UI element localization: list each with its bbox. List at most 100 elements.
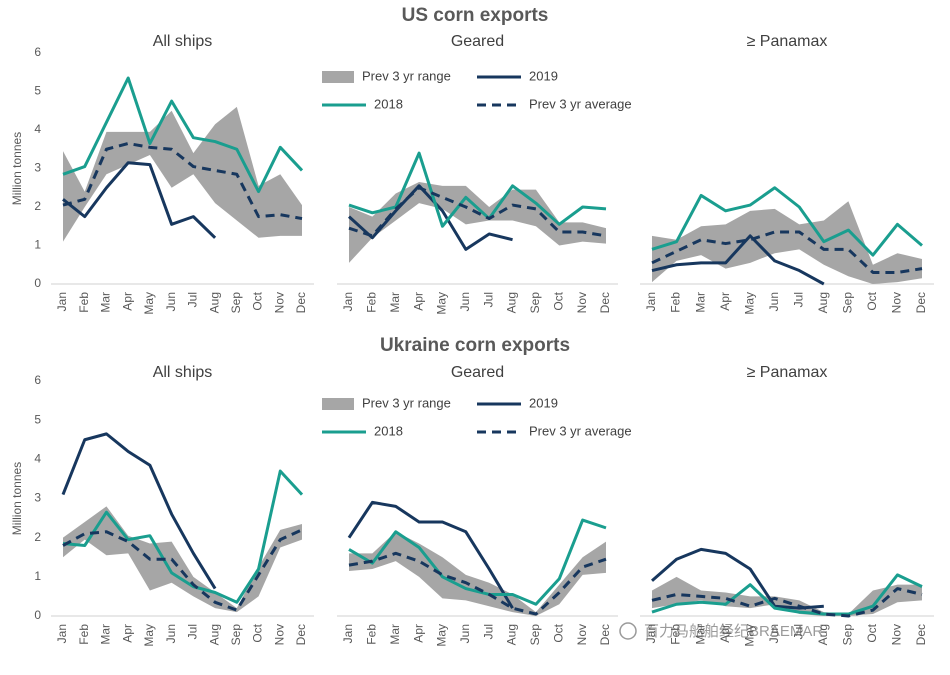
legend-label: Prev 3 yr average bbox=[529, 423, 632, 438]
y-tick-label: 4 bbox=[34, 452, 41, 466]
y-tick-label: 5 bbox=[34, 412, 41, 426]
x-tick-label: Apr bbox=[718, 624, 732, 643]
x-tick-label: Feb bbox=[365, 624, 379, 645]
average-line bbox=[651, 230, 923, 274]
x-tick-label: Jul bbox=[186, 624, 200, 639]
x-tick-label: Sep bbox=[229, 624, 243, 646]
average-line bbox=[651, 587, 923, 618]
x-tick-label: Dec bbox=[294, 292, 308, 313]
x-tick-label: Aug bbox=[816, 624, 830, 645]
x-tick-label: Jul bbox=[791, 624, 805, 639]
series-line bbox=[651, 234, 825, 286]
range-band bbox=[349, 181, 606, 263]
x-tick-label: Jan bbox=[341, 292, 355, 311]
x-tick-label: Nov bbox=[890, 624, 904, 645]
x-tick-label: Nov bbox=[272, 624, 286, 645]
x-tick-label: Oct bbox=[551, 291, 565, 310]
x-tick-label: Jun bbox=[164, 624, 178, 643]
x-tick-label: Feb bbox=[365, 292, 379, 313]
x-tick-label: Mar bbox=[388, 292, 402, 313]
legend-label: 2019 bbox=[529, 395, 558, 410]
range-band bbox=[349, 531, 606, 616]
x-tick-label: Jul bbox=[481, 292, 495, 307]
x-tick-label: Aug bbox=[505, 624, 519, 645]
x-tick-label: May bbox=[742, 292, 756, 315]
y-tick-label: 1 bbox=[34, 238, 41, 252]
x-tick-label: Nov bbox=[575, 624, 589, 645]
panel-title: ≥ Panamax bbox=[747, 364, 828, 381]
series-line bbox=[62, 161, 217, 239]
y-tick-label: 5 bbox=[34, 84, 41, 98]
x-tick-label: Aug bbox=[505, 292, 519, 313]
x-tick-label: Sep bbox=[229, 292, 243, 314]
x-tick-label: Dec bbox=[598, 292, 612, 313]
panel-title: Geared bbox=[451, 364, 504, 381]
series-line bbox=[347, 184, 513, 251]
x-tick-label: Aug bbox=[207, 292, 221, 313]
x-tick-label: Jan bbox=[644, 292, 658, 311]
x-tick-label: Feb bbox=[669, 624, 683, 645]
x-tick-label: Sep bbox=[841, 624, 855, 646]
x-tick-label: Mar bbox=[99, 292, 113, 313]
average-line bbox=[62, 528, 303, 612]
x-tick-label: May bbox=[142, 292, 156, 315]
y-axis-label: Million tonnes bbox=[10, 132, 24, 205]
x-tick-label: Jul bbox=[186, 292, 200, 307]
x-tick-label: May bbox=[742, 624, 756, 647]
y-tick-label: 6 bbox=[34, 45, 41, 59]
y-axis-label: Million tonnes bbox=[10, 462, 24, 535]
heading: Ukraine corn exports bbox=[380, 335, 570, 356]
legend-label: Prev 3 yr average bbox=[529, 96, 632, 111]
x-tick-label: May bbox=[435, 292, 449, 315]
legend-swatch bbox=[322, 71, 354, 83]
x-tick-label: Nov bbox=[272, 292, 286, 313]
x-tick-label: Mar bbox=[693, 292, 707, 313]
x-tick-label: Dec bbox=[914, 292, 928, 313]
x-tick-label: Nov bbox=[890, 292, 904, 313]
watermark-icon bbox=[619, 622, 637, 640]
x-tick-label: Mar bbox=[99, 624, 113, 645]
x-tick-label: Jan bbox=[55, 624, 69, 643]
y-tick-label: 3 bbox=[34, 161, 41, 175]
x-tick-label: Oct bbox=[251, 623, 265, 642]
x-tick-label: Sep bbox=[841, 292, 855, 314]
x-tick-label: Dec bbox=[598, 624, 612, 645]
x-tick-label: Feb bbox=[77, 624, 91, 645]
panel-title: All ships bbox=[153, 33, 213, 50]
series-line bbox=[348, 151, 607, 228]
x-tick-label: Aug bbox=[816, 292, 830, 313]
x-tick-label: Jul bbox=[791, 292, 805, 307]
y-tick-label: 1 bbox=[34, 569, 41, 583]
average-line bbox=[348, 551, 607, 616]
y-tick-label: 3 bbox=[34, 491, 41, 505]
series-line bbox=[61, 432, 217, 590]
series-line bbox=[62, 469, 304, 604]
legend-label: Prev 3 yr range bbox=[362, 395, 451, 410]
y-tick-label: 0 bbox=[34, 608, 41, 622]
legend-label: 2018 bbox=[374, 423, 403, 438]
average-line bbox=[62, 141, 303, 221]
x-tick-label: Apr bbox=[120, 624, 134, 643]
x-tick-label: Jun bbox=[458, 624, 472, 643]
y-tick-label: 2 bbox=[34, 530, 41, 544]
watermark: 百力马船舶经纪BRAEMAR bbox=[644, 623, 823, 640]
x-tick-label: Jun bbox=[767, 624, 781, 643]
y-tick-label: 0 bbox=[34, 276, 41, 290]
series-line bbox=[348, 518, 607, 606]
x-tick-label: Jan bbox=[55, 292, 69, 311]
x-tick-label: Mar bbox=[388, 624, 402, 645]
x-tick-label: May bbox=[435, 624, 449, 647]
x-tick-label: Feb bbox=[77, 292, 91, 313]
x-tick-label: Feb bbox=[669, 292, 683, 313]
y-tick-label: 6 bbox=[34, 373, 41, 387]
heading: US corn exports bbox=[402, 5, 549, 26]
x-tick-label: Sep bbox=[528, 292, 542, 314]
x-tick-label: Oct bbox=[865, 291, 879, 310]
x-tick-label: Jul bbox=[481, 624, 495, 639]
x-tick-label: Dec bbox=[914, 624, 928, 645]
x-tick-label: Nov bbox=[575, 292, 589, 313]
range-band bbox=[63, 106, 302, 242]
y-tick-label: 2 bbox=[34, 199, 41, 213]
x-tick-label: Jun bbox=[458, 292, 472, 311]
